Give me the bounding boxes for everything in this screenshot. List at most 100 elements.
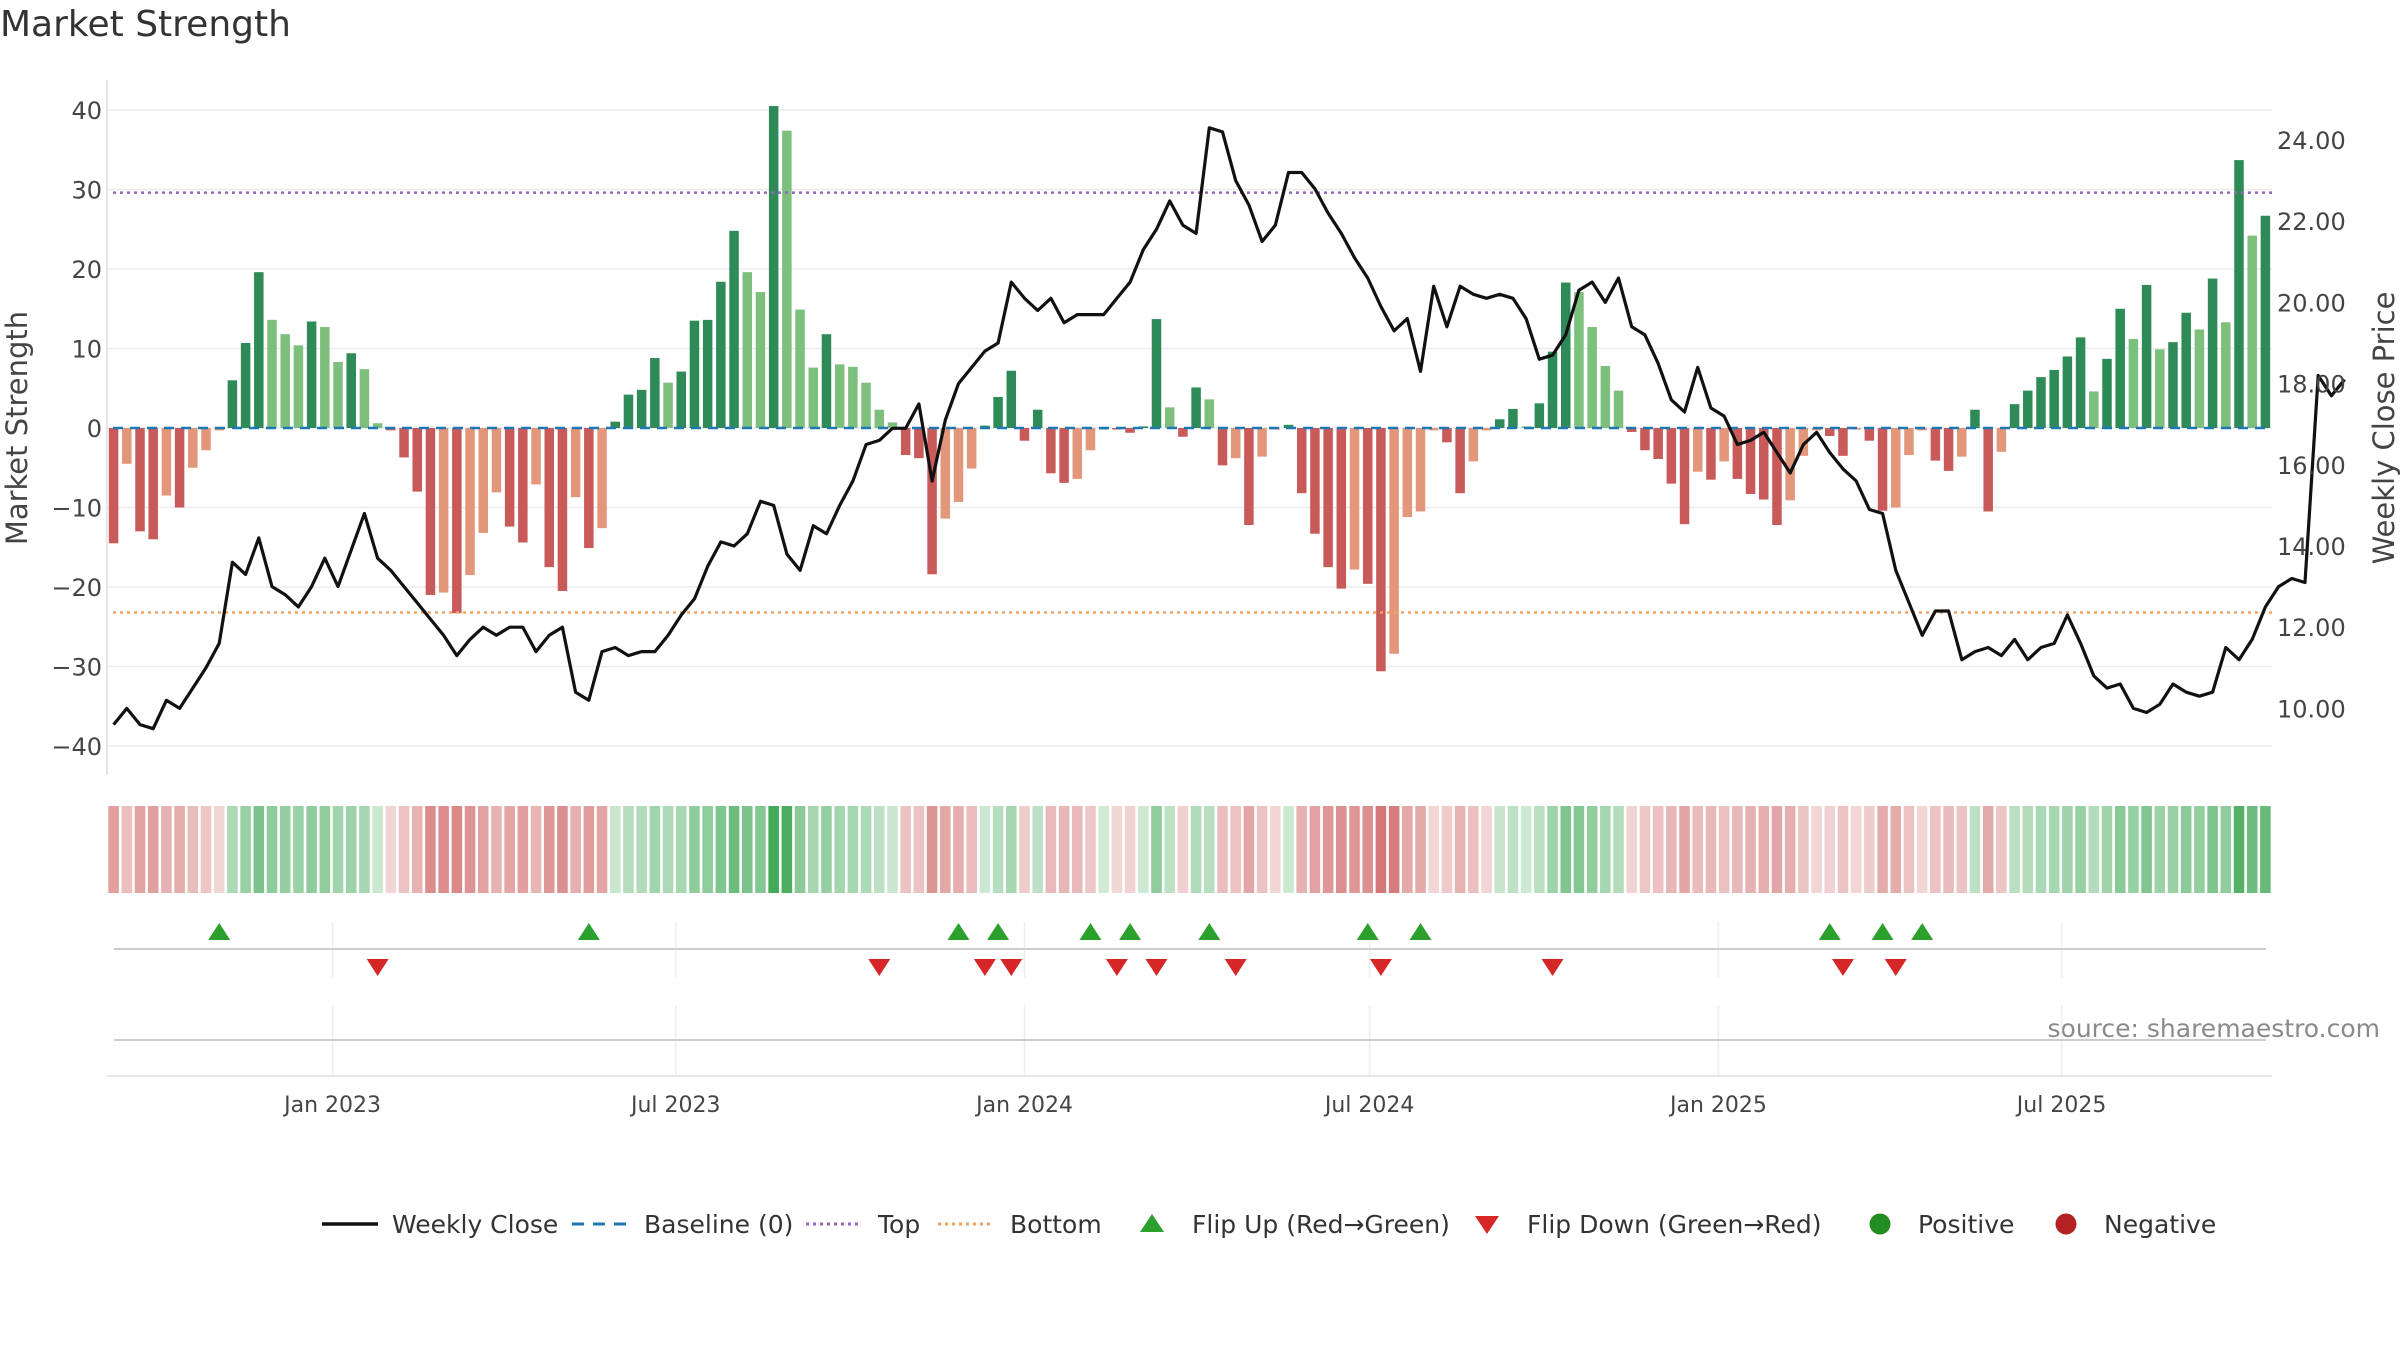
x-tick-label: Jan 2024 — [974, 1093, 1073, 1118]
heat-cell — [979, 806, 991, 893]
legend: Weekly Close Baseline (0) Top Bottom Flip Up… — [322, 1210, 2216, 1239]
heat-cell — [1639, 806, 1651, 893]
strength-bar — [1719, 428, 1729, 462]
heat-cell — [1811, 806, 1822, 893]
strength-bar — [108, 428, 119, 544]
strength-bar — [2221, 322, 2231, 428]
heat-cell — [1732, 806, 1743, 893]
heat-cell — [240, 806, 251, 893]
y-left-axis-title: Market Strength — [0, 311, 34, 545]
flip-down-marker — [1105, 959, 1128, 976]
strength-bar — [1838, 428, 1848, 456]
heat-cell — [1045, 806, 1057, 893]
strength-bar — [148, 428, 158, 540]
legend-item: Top — [806, 1210, 920, 1239]
flip-up-marker — [947, 923, 970, 940]
strength-bar — [1626, 428, 1637, 432]
strength-bar — [1019, 428, 1030, 441]
heat-cell — [1349, 806, 1360, 893]
strength-bar — [1904, 428, 1914, 456]
legend-label: Weekly Close — [392, 1210, 558, 1239]
heat-cell — [728, 806, 740, 893]
heat-cell — [1586, 806, 1598, 893]
strength-bar — [1178, 428, 1188, 437]
strength-bar — [1983, 428, 1993, 512]
strength-bar — [557, 428, 568, 591]
strength-bar — [1547, 351, 1558, 428]
strength-bar — [2260, 215, 2271, 428]
heat-cell — [1771, 806, 1783, 893]
strength-bar — [1164, 407, 1175, 428]
strength-bar — [478, 428, 488, 533]
strength-bar — [1930, 428, 1941, 461]
strength-bar — [2247, 235, 2257, 428]
legend-label: Top — [877, 1210, 920, 1239]
heat-cell — [702, 806, 713, 893]
strength-bar — [716, 281, 726, 428]
strength-bar — [2036, 377, 2046, 428]
x-tick-label: Jul 2025 — [2015, 1093, 2107, 1118]
heat-cell — [1864, 806, 1875, 893]
heat-cell — [755, 806, 766, 893]
strength-bar — [927, 428, 937, 575]
strength-bar — [2155, 349, 2165, 428]
strength-bar — [795, 309, 805, 428]
heat-cell — [1930, 806, 1941, 893]
strength-bar — [1072, 428, 1083, 479]
y-right-tick-label: 18.00 — [2277, 371, 2346, 399]
strength-bar — [227, 380, 238, 428]
heat-cell — [1402, 806, 1413, 893]
heat-cell — [174, 806, 185, 893]
heat-cell — [689, 806, 700, 893]
heat-cell — [834, 806, 845, 893]
strength-bar — [2089, 391, 2099, 428]
y-left-tick-label: −20 — [51, 574, 102, 602]
strength-bar — [1508, 408, 1518, 428]
heat-cell — [887, 806, 898, 893]
strength-bar — [1455, 428, 1465, 494]
heat-cell — [279, 806, 291, 893]
strength-bar — [1996, 428, 2007, 452]
heat-cell — [675, 806, 687, 893]
heat-cell — [1996, 806, 2007, 893]
heat-cell — [1138, 806, 1149, 893]
strength-bar — [1613, 390, 1624, 428]
heat-cell — [1164, 806, 1175, 893]
heat-cell — [385, 806, 397, 893]
heat-cell — [491, 806, 502, 893]
flip-up-marker — [1119, 923, 1142, 940]
strength-bar — [346, 353, 356, 428]
strength-bar — [1560, 282, 1571, 428]
flip-up-marker — [208, 923, 231, 940]
strength-bar — [1085, 428, 1096, 451]
heat-cell — [543, 806, 555, 893]
strength-bar — [1653, 428, 1663, 460]
strength-bar — [676, 371, 687, 428]
strength-bar — [636, 389, 647, 428]
strength-bar — [848, 366, 858, 428]
heat-cell — [662, 806, 674, 893]
legend-item: Negative — [2055, 1210, 2216, 1239]
heat-cell — [1573, 806, 1585, 893]
heat-cell — [1916, 806, 1928, 893]
strength-bar — [1138, 426, 1149, 428]
heat-cell — [451, 806, 463, 893]
heat-cell — [1388, 806, 1400, 893]
strength-bar — [874, 409, 885, 428]
heat-cell — [2088, 806, 2100, 893]
y-right-tick-label: 20.00 — [2277, 289, 2346, 317]
heat-cell — [649, 806, 661, 893]
heat-cell — [253, 806, 265, 893]
heat-cell — [464, 806, 476, 893]
heat-cell — [1877, 806, 1888, 893]
heat-cell — [953, 806, 964, 893]
x-tick-label: Jul 2023 — [629, 1093, 721, 1118]
strength-bar — [1204, 399, 1215, 428]
heat-cell — [332, 806, 344, 893]
heat-cell — [1243, 806, 1255, 893]
strength-bar — [1349, 428, 1360, 570]
heat-cell — [438, 806, 449, 893]
strength-bar — [2207, 278, 2218, 428]
strength-bar — [1191, 387, 1201, 428]
y-right-tick-label: 12.00 — [2277, 614, 2346, 642]
